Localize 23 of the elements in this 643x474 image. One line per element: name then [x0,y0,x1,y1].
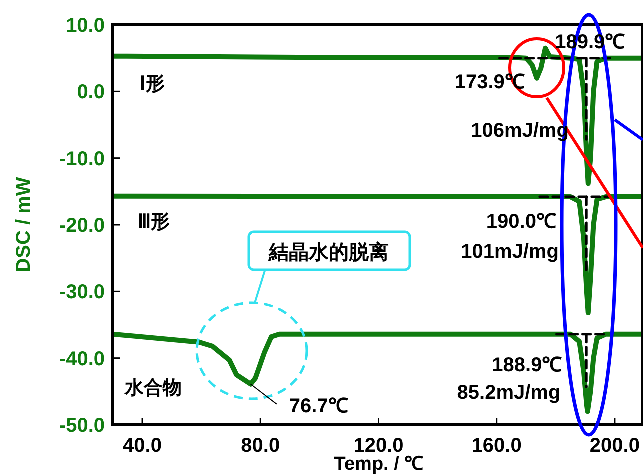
y-tick-label: -10.0 [59,148,105,170]
y-tick-label: 10.0 [66,15,105,37]
x-tick-label: 80.0 [241,435,280,457]
x-tick-label: 200.0 [590,435,640,457]
series-label: Ⅰ形 [140,74,165,95]
annotation: 結晶水的脱离 [268,241,389,264]
series-label: 水合物 [124,377,182,399]
annotation: 101mJ/mg [461,241,559,263]
y-tick-label: -50.0 [59,415,105,437]
y-tick-label: -30.0 [59,282,105,304]
x-tick-label: 120.0 [354,435,404,457]
x-axis-title: Temp. / ℃ [334,454,424,474]
series-label: Ⅲ形 [138,212,170,233]
annotation: 188.9℃ [492,354,562,376]
x-tick-label: 160.0 [472,435,522,457]
annotation: 85.2mJ/mg [457,382,561,404]
y-axis-title: DSC / mW [13,177,35,273]
y-tick-label: 0.0 [77,82,105,104]
annotation: 76.7℃ [289,395,348,418]
y-tick-label: -20.0 [59,215,105,237]
annotation: 190.0℃ [486,211,556,233]
x-tick-label: 40.0 [123,435,162,457]
y-tick-label: -40.0 [59,348,105,370]
